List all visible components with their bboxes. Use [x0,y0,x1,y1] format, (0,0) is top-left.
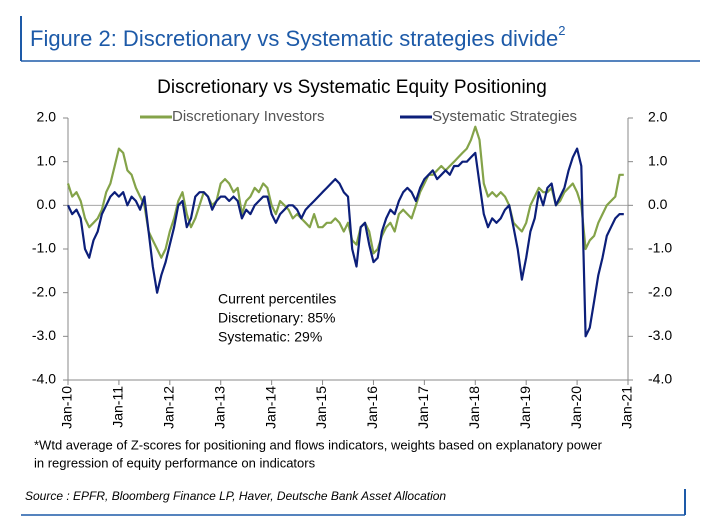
figure-title: Figure 2: Discretionary vs Systematic st… [30,23,565,50]
y-tick-label: 0.0 [37,196,57,212]
y2-tick-label: -4.0 [648,371,672,387]
y-tick-label: 2.0 [37,109,57,125]
series-line [66,125,624,259]
y2-tick-label: 1.0 [648,152,668,168]
x-tick-label: Jan-19 [517,386,533,429]
x-tick-label: Jan-16 [364,386,380,429]
footnote: *Wtd average of Z-scores for positioning… [34,437,603,452]
x-tick-label: Jan-17 [415,386,431,429]
y2-tick-label: -2.0 [648,283,672,299]
x-tick-label: Jan-18 [466,386,482,429]
x-tick-label: Jan-20 [568,386,584,429]
x-tick-label: Jan-15 [313,386,329,429]
y-tick-label: -2.0 [32,283,56,299]
legend-label: Systematic Strategies [432,108,577,125]
annotation: Current percentiles [218,291,336,307]
annotation: Systematic: 29% [218,329,322,345]
x-tick-label: Jan-14 [262,386,278,429]
y2-tick-label: -3.0 [648,327,672,343]
x-tick-label: Jan-11 [110,386,126,428]
legend-label: Discretionary Investors [172,108,325,125]
annotation: Discretionary: 85% [218,310,336,326]
y-tick-label: 1.0 [37,152,57,168]
chart-title: Discretionary vs Systematic Equity Posit… [157,77,547,98]
footnote: in regression of equity performance on i… [34,455,316,470]
y-tick-label: -1.0 [32,240,56,256]
x-tick-label: Jan-21 [619,386,635,429]
series-line [67,147,624,338]
x-tick-label: Jan-12 [161,386,177,429]
figure-title-text: Figure 2: Discretionary vs Systematic st… [30,26,558,51]
y-tick-label: -3.0 [32,327,56,343]
y2-tick-label: -1.0 [648,240,672,256]
y-tick-label: -4.0 [32,371,56,387]
source: Source : EPFR, Bloomberg Finance LP, Hav… [25,489,446,503]
figure-title-sup: 2 [558,23,565,38]
x-tick-label: Jan-10 [59,386,75,429]
y2-tick-label: 0.0 [648,196,668,212]
x-tick-label: Jan-13 [211,386,227,429]
y2-tick-label: 2.0 [648,109,668,125]
